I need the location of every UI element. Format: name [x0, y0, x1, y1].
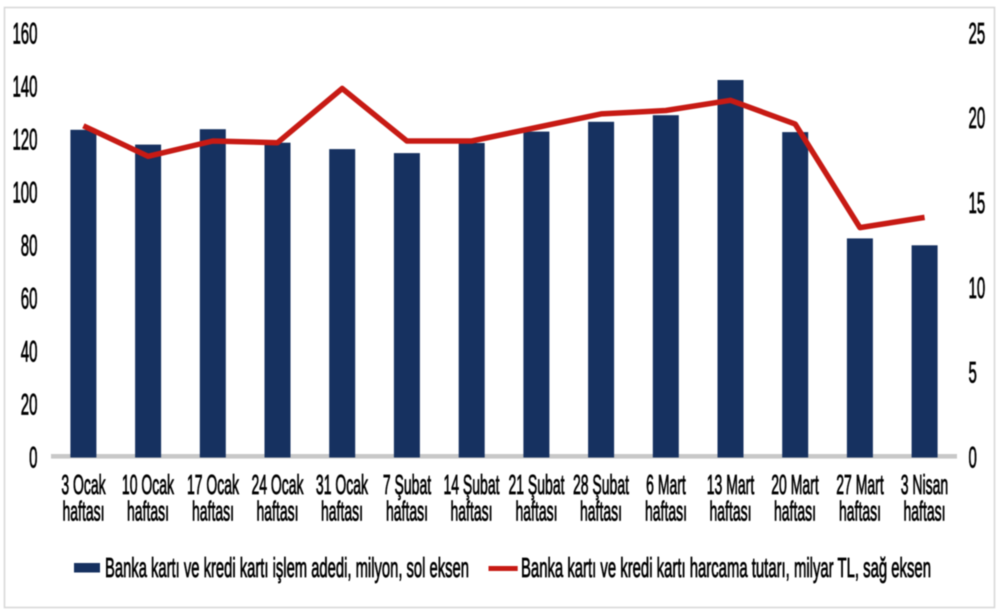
- svg-text:haftası: haftası: [386, 495, 428, 527]
- svg-text:haftası: haftası: [256, 495, 298, 527]
- svg-text:10: 10: [969, 273, 986, 306]
- svg-text:31 Ocak: 31 Ocak: [316, 469, 369, 501]
- svg-text:haftası: haftası: [645, 495, 687, 527]
- svg-text:14 Şubat: 14 Şubat: [443, 469, 499, 501]
- svg-text:28 Şubat: 28 Şubat: [573, 469, 629, 501]
- svg-text:Banka kartı ve kredi kartı har: Banka kartı ve kredi kartı harcama tutar…: [521, 552, 931, 584]
- svg-text:17 Ocak: 17 Ocak: [187, 469, 240, 501]
- svg-text:120: 120: [12, 124, 37, 157]
- svg-text:24 Ocak: 24 Ocak: [251, 469, 304, 501]
- svg-text:7 Şubat: 7 Şubat: [383, 469, 431, 501]
- svg-text:6 Mart: 6 Mart: [646, 469, 686, 501]
- svg-text:25: 25: [969, 18, 986, 51]
- svg-text:21 Şubat: 21 Şubat: [508, 469, 564, 501]
- svg-text:20: 20: [21, 389, 38, 422]
- svg-text:0: 0: [969, 442, 977, 475]
- svg-text:0: 0: [29, 442, 37, 475]
- svg-text:80: 80: [21, 230, 38, 263]
- svg-text:haftası: haftası: [903, 495, 945, 527]
- svg-text:5: 5: [969, 357, 977, 390]
- svg-text:20: 20: [969, 103, 986, 136]
- svg-text:10 Ocak: 10 Ocak: [122, 469, 175, 501]
- svg-text:100: 100: [12, 177, 37, 210]
- svg-text:haftası: haftası: [321, 495, 363, 527]
- svg-text:haftası: haftası: [839, 495, 881, 527]
- svg-text:60: 60: [21, 283, 38, 316]
- svg-text:160: 160: [12, 18, 37, 51]
- svg-text:Banka kartı ve kredi kartı işl: Banka kartı ve kredi kartı işlem adedi, …: [105, 552, 469, 584]
- svg-text:haftası: haftası: [709, 495, 751, 527]
- svg-text:3 Ocak: 3 Ocak: [61, 469, 106, 501]
- svg-text:140: 140: [12, 71, 37, 104]
- svg-text:15: 15: [969, 188, 986, 221]
- svg-text:haftası: haftası: [127, 495, 169, 527]
- svg-text:haftası: haftası: [450, 495, 492, 527]
- svg-text:haftası: haftası: [192, 495, 234, 527]
- svg-text:haftası: haftası: [580, 495, 622, 527]
- svg-text:27 Mart: 27 Mart: [836, 469, 883, 501]
- svg-text:3 Nisan: 3 Nisan: [901, 469, 948, 501]
- svg-text:haftası: haftası: [62, 495, 104, 527]
- svg-text:13 Mart: 13 Mart: [707, 469, 754, 501]
- svg-text:40: 40: [21, 336, 38, 369]
- svg-text:haftası: haftası: [774, 495, 816, 527]
- svg-text:haftası: haftası: [515, 495, 557, 527]
- svg-text:20 Mart: 20 Mart: [771, 469, 818, 501]
